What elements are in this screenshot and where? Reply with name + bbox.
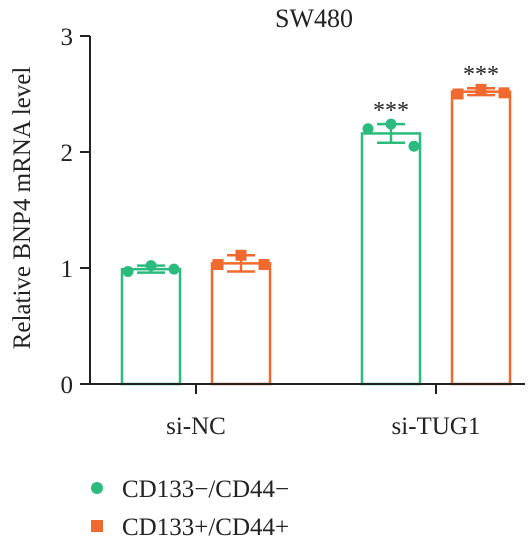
bar-si-TUG1-series-1 — [360, 132, 422, 386]
data-point — [475, 83, 487, 95]
data-point — [385, 118, 397, 130]
legend-label: CD133+/CD44+ — [122, 514, 289, 541]
legend: CD133−/CD44− CD133+/CD44+ — [91, 476, 289, 541]
significance-label: *** — [373, 98, 409, 124]
data-point — [362, 123, 374, 135]
x-tick-label: si-TUG1 — [392, 413, 481, 440]
bar-si-TUG1-series-2 — [450, 90, 512, 386]
data-point — [122, 265, 134, 277]
y-tick-label: 0 — [61, 372, 74, 399]
chart-title: SW480 — [275, 4, 353, 33]
data-point — [408, 140, 420, 152]
x-tick-label: si-NC — [166, 413, 226, 440]
y-tick-label: 2 — [61, 140, 74, 167]
data-point — [258, 259, 270, 271]
y-axis-label: Relative BNP4 mRNA level — [9, 67, 36, 350]
plot-area: *** *** 0 1 2 3 si-NC si-TUG1 — [61, 24, 525, 440]
data-point — [498, 87, 510, 99]
data-point — [145, 260, 157, 272]
data-point — [452, 88, 464, 100]
legend-marker — [91, 520, 103, 532]
y-tick-label: 1 — [61, 256, 74, 283]
data-point — [168, 263, 180, 275]
bar-si-NC-series-2 — [210, 262, 272, 386]
legend-marker — [91, 482, 103, 494]
y-tick-label: 3 — [61, 24, 74, 51]
legend-label: CD133−/CD44− — [122, 476, 289, 503]
data-point — [235, 249, 247, 261]
bar-si-NC-series-1 — [120, 267, 182, 386]
significance-label: *** — [463, 62, 499, 88]
data-point — [212, 259, 224, 271]
